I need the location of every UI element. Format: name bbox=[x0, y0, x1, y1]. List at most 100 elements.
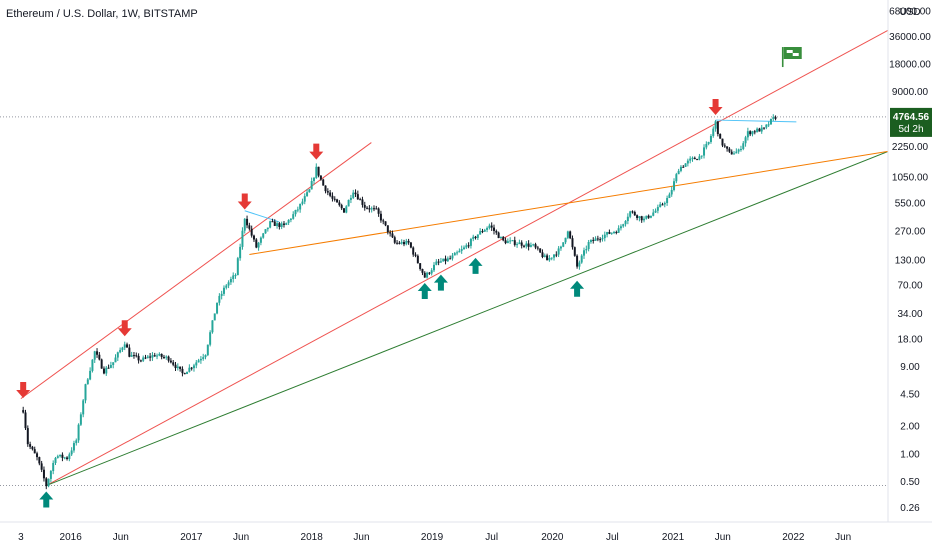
candle-181 bbox=[439, 257, 442, 264]
candle-37 bbox=[107, 364, 110, 369]
candle-295 bbox=[703, 144, 706, 159]
candle-75 bbox=[195, 359, 198, 369]
candle-63 bbox=[167, 355, 170, 363]
candle-2 bbox=[26, 425, 29, 447]
candle-310 bbox=[737, 148, 740, 154]
candle-241 bbox=[578, 260, 581, 270]
x-tick-label-8: Jul bbox=[485, 532, 498, 543]
candle-134 bbox=[331, 192, 334, 202]
candle-198 bbox=[479, 228, 482, 235]
trendline-2 bbox=[46, 150, 888, 487]
candle-22 bbox=[72, 440, 75, 453]
candle-268 bbox=[640, 215, 643, 223]
candle-205 bbox=[495, 229, 498, 235]
candle-87 bbox=[222, 285, 225, 296]
candle-282 bbox=[673, 178, 676, 192]
y-tick-label-2: 18000.00 bbox=[889, 60, 931, 71]
candle-306 bbox=[728, 147, 731, 153]
candle-185 bbox=[449, 255, 452, 260]
flag-icon bbox=[781, 47, 802, 68]
top-arrow-3 bbox=[309, 143, 324, 160]
candle-130 bbox=[322, 178, 325, 186]
candle-125 bbox=[310, 177, 313, 190]
candle-193 bbox=[467, 242, 470, 249]
candle-325 bbox=[772, 114, 775, 122]
candle-60 bbox=[160, 353, 163, 360]
candle-308 bbox=[733, 151, 736, 155]
candle-115 bbox=[287, 219, 290, 225]
candle-65 bbox=[172, 359, 175, 367]
candle-220 bbox=[529, 242, 532, 248]
candle-293 bbox=[698, 153, 701, 161]
candle-50 bbox=[137, 353, 140, 364]
candle-166 bbox=[405, 238, 408, 246]
candle-66 bbox=[174, 361, 177, 371]
candle-279 bbox=[666, 195, 669, 206]
candle-49 bbox=[135, 352, 138, 358]
candle-79 bbox=[204, 354, 207, 360]
candle-25 bbox=[79, 412, 82, 426]
candle-98 bbox=[248, 222, 251, 231]
candle-188 bbox=[456, 250, 459, 256]
candle-19 bbox=[66, 456, 69, 461]
candle-184 bbox=[446, 256, 449, 262]
candle-244 bbox=[585, 245, 588, 254]
candle-250 bbox=[599, 237, 602, 243]
candle-236 bbox=[566, 230, 569, 240]
candle-170 bbox=[414, 252, 417, 258]
candle-318 bbox=[756, 127, 759, 133]
candle-262 bbox=[626, 213, 629, 225]
candle-315 bbox=[749, 130, 752, 137]
x-tick-label-2: Jun bbox=[113, 532, 129, 543]
candle-278 bbox=[663, 201, 666, 208]
candle-207 bbox=[499, 236, 502, 239]
candle-300 bbox=[714, 120, 717, 132]
candle-253 bbox=[606, 231, 609, 238]
candle-233 bbox=[559, 245, 562, 251]
candle-57 bbox=[153, 352, 156, 357]
candle-215 bbox=[518, 239, 521, 245]
candle-305 bbox=[726, 146, 729, 152]
candle-121 bbox=[301, 198, 304, 206]
candle-243 bbox=[583, 247, 586, 259]
candle-52 bbox=[142, 355, 145, 362]
candle-141 bbox=[347, 199, 350, 207]
candle-76 bbox=[197, 358, 200, 363]
candle-151 bbox=[370, 206, 373, 213]
candle-146 bbox=[359, 197, 362, 201]
candle-247 bbox=[592, 237, 595, 244]
candle-135 bbox=[333, 196, 336, 202]
candle-260 bbox=[622, 223, 625, 228]
candle-93 bbox=[236, 256, 239, 276]
candle-272 bbox=[649, 215, 652, 219]
candle-316 bbox=[751, 130, 754, 137]
candle-74 bbox=[192, 363, 195, 372]
candle-30 bbox=[91, 359, 94, 373]
candle-124 bbox=[308, 188, 311, 193]
candle-252 bbox=[603, 231, 606, 242]
candle-127 bbox=[315, 163, 318, 179]
candle-203 bbox=[490, 222, 493, 231]
candle-301 bbox=[716, 121, 719, 137]
bottom-arrow-1 bbox=[417, 283, 432, 300]
candle-29 bbox=[89, 367, 92, 381]
candle-209 bbox=[504, 237, 507, 245]
candle-164 bbox=[400, 239, 403, 245]
candle-171 bbox=[416, 254, 419, 264]
candle-31 bbox=[93, 350, 96, 363]
candle-95 bbox=[241, 227, 244, 250]
candle-221 bbox=[532, 243, 535, 247]
candle-71 bbox=[186, 371, 189, 375]
y-tick-label-7: 270.00 bbox=[895, 227, 926, 238]
candle-174 bbox=[423, 271, 426, 278]
candle-117 bbox=[292, 211, 295, 220]
candle-303 bbox=[721, 138, 724, 148]
candle-224 bbox=[539, 248, 542, 253]
candle-46 bbox=[128, 344, 131, 358]
candle-178 bbox=[432, 262, 435, 273]
candle-92 bbox=[234, 273, 237, 279]
candle-10 bbox=[45, 477, 48, 490]
trendline-3 bbox=[249, 150, 888, 255]
